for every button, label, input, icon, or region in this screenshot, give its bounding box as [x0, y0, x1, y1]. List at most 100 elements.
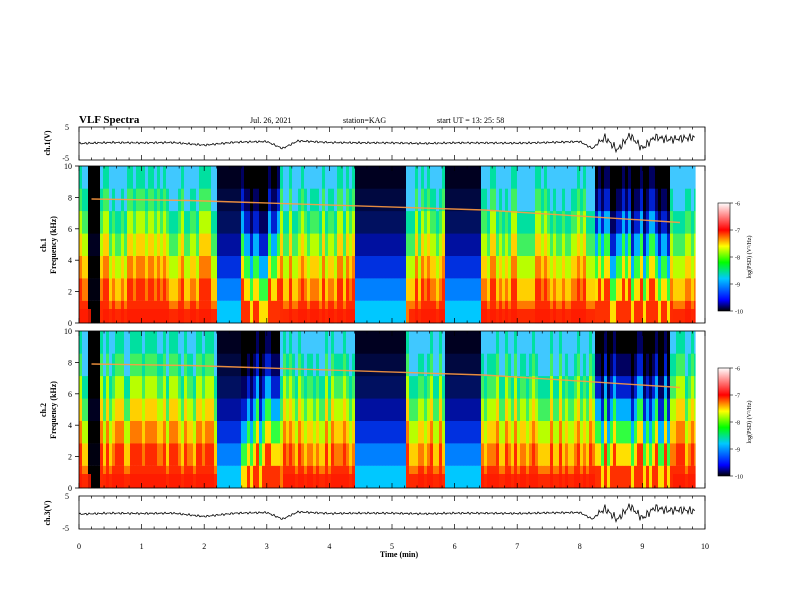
spectrogram-cell [517, 188, 521, 212]
spectrogram-cell [517, 331, 521, 354]
spectrogram-cell [106, 210, 110, 234]
spectrogram-cell [355, 331, 359, 354]
spectrogram-cell [640, 353, 644, 377]
spectrogram-cell [604, 375, 608, 399]
spectrogram-cell [454, 443, 458, 466]
spectrogram-cell [526, 331, 530, 354]
spectrogram-cell [400, 278, 404, 301]
spectrogram-cell [352, 353, 356, 377]
spectrogram-cell [535, 353, 539, 377]
spectrogram-cell [199, 166, 203, 189]
spectrogram-cell [331, 188, 335, 212]
spectrogram-cell [349, 233, 353, 256]
spectrogram-cell [511, 309, 517, 323]
spectrogram-cell [313, 166, 317, 189]
spectrogram-cell [199, 353, 203, 377]
tone-line [91, 363, 681, 389]
spectrogram-cell [505, 166, 509, 189]
spectrogram-cell [208, 353, 212, 377]
spectrogram-cell [433, 331, 437, 354]
spectrogram-cell [484, 278, 488, 301]
spectrogram-cell [478, 188, 482, 212]
spectrogram-cell [580, 233, 584, 256]
spectrogram-cell [550, 420, 554, 444]
spectrogram-cell [475, 331, 479, 354]
spectrogram-cell [307, 353, 311, 377]
spectrogram-cell [427, 188, 431, 212]
spectrogram-cell [157, 474, 163, 488]
spectrogram-cell [238, 331, 242, 354]
spectrogram-cell [178, 255, 182, 279]
spectrogram-cell [94, 255, 98, 279]
spectrogram-cell [529, 474, 535, 488]
spectrogram-cell [250, 353, 254, 377]
spectrogram-cell [85, 331, 89, 354]
spectrogram-cell [124, 375, 128, 399]
time-tick-label: 0 [77, 542, 81, 551]
spectrogram-cell [118, 443, 122, 466]
spectrogram-cell [253, 375, 257, 399]
spectrogram-cell [586, 353, 590, 377]
spectrogram-cell [154, 233, 158, 256]
spectrogram-cell [106, 420, 110, 444]
spectrogram-cell [346, 420, 350, 444]
spectrogram-cell [538, 398, 542, 421]
spectrogram-cell [583, 255, 587, 279]
spectrogram-cell [397, 278, 401, 301]
spectrogram-cell [157, 420, 161, 444]
spectrogram-cell [334, 331, 338, 354]
spectrogram-cell [673, 474, 679, 488]
spectrogram-cell [451, 353, 455, 377]
spectrogram-cell [415, 166, 419, 189]
spectrogram-cell [454, 166, 458, 189]
spectrogram-cell [583, 443, 587, 466]
spectrogram-cell [220, 443, 224, 466]
spectrogram-cell [223, 278, 227, 301]
spectrogram-cell [508, 331, 512, 354]
spectrogram-cell [520, 398, 524, 421]
spectrogram-cell [448, 398, 452, 421]
spectrogram-cell [469, 300, 473, 324]
spectrogram-cell [418, 398, 422, 421]
figure-title: VLF Spectra [79, 114, 140, 126]
spectrogram-cell [211, 353, 215, 377]
spectrogram-cell [568, 331, 572, 354]
spectrogram-cell [523, 166, 527, 189]
spectrogram-cell [403, 443, 407, 466]
spectrogram-cell [337, 420, 341, 444]
spectrogram-cell [361, 300, 365, 324]
spectrogram-cell [430, 278, 434, 301]
spectrogram-cell [127, 210, 131, 234]
spectrogram-cell [574, 420, 578, 444]
spectrogram-cell [208, 398, 212, 421]
spectrogram-cell [544, 443, 548, 466]
spectrogram-cell [562, 278, 566, 301]
spectrogram-cell [85, 166, 89, 189]
spectrogram-cell [157, 210, 161, 234]
spectrogram-cell [646, 166, 650, 189]
spectrogram-cell [673, 309, 679, 323]
spectrogram-cell [151, 420, 155, 444]
spectrogram-cell [379, 210, 383, 234]
spectrogram-cell [604, 420, 608, 444]
spectrogram-cell [256, 233, 260, 256]
spectrogram-cell [331, 375, 335, 399]
spectrogram-cell [520, 278, 524, 301]
spectrogram-cell [547, 474, 553, 488]
spectrogram-cell [565, 443, 569, 466]
spectrogram-cell [598, 300, 602, 324]
spectrogram-cell [148, 233, 152, 256]
spectrogram-cell [628, 443, 632, 466]
spectrogram-cell [208, 443, 212, 466]
spectrogram-cell [580, 331, 584, 354]
spectrogram-cell [100, 398, 104, 421]
spectrogram-cell [112, 420, 116, 444]
spectrogram-cell [253, 255, 257, 279]
spectrogram-cell [559, 309, 565, 323]
spectrogram-cell [82, 210, 86, 234]
spectrogram-cell [391, 375, 395, 399]
spectrogram-cell [373, 398, 377, 421]
spectrogram-cell [142, 398, 146, 421]
spectrogram-cell [412, 331, 416, 354]
spectrogram-cell [391, 255, 395, 279]
